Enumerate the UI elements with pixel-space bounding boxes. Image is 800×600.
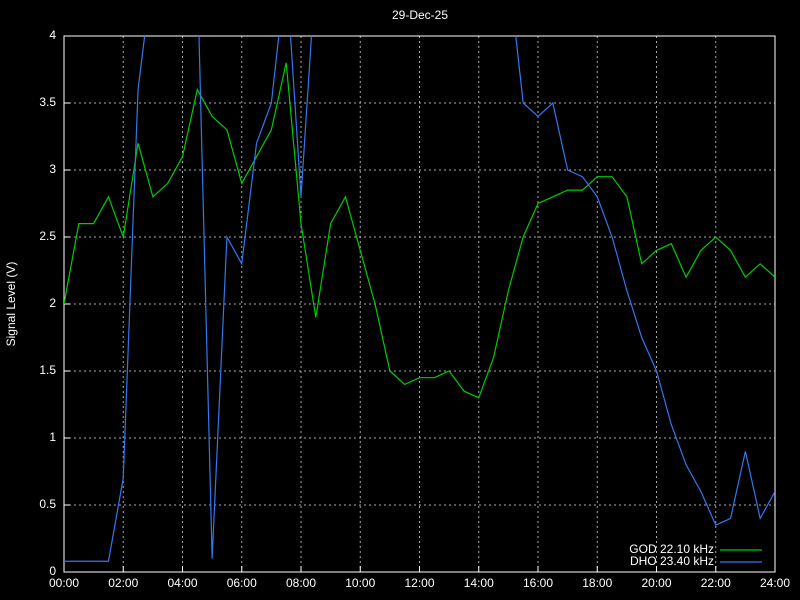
legend-label: DHO 23.40 kHz (630, 554, 714, 568)
y-tick-label: 1 (49, 430, 56, 444)
x-tick-label: 06:00 (227, 576, 257, 590)
y-tick-label: 3 (49, 162, 56, 176)
x-tick-label: 24:00 (760, 576, 790, 590)
x-tick-label: 22:00 (701, 576, 731, 590)
x-tick-label: 08:00 (286, 576, 316, 590)
plot-frame (63, 35, 776, 573)
x-tick-label: 00:00 (49, 576, 79, 590)
y-tick-label: 2.5 (39, 229, 56, 243)
chart-title: 29-Dec-25 (392, 8, 448, 22)
y-tick-label: 3.5 (39, 95, 56, 109)
data-line (64, 36, 775, 562)
x-tick-label: 02:00 (108, 576, 138, 590)
x-tick-label: 16:00 (523, 576, 553, 590)
x-tick-label: 18:00 (582, 576, 612, 590)
y-tick-label: 2 (49, 296, 56, 310)
legend-label: GOD 22.10 kHz (629, 542, 714, 556)
x-tick-label: 12:00 (404, 576, 434, 590)
x-tick-label: 14:00 (464, 576, 494, 590)
data-line (64, 62, 775, 399)
y-axis-label: Signal Level (V) (4, 262, 18, 347)
y-tick-label: 0 (49, 564, 56, 578)
y-tick-label: 4 (49, 28, 56, 42)
x-tick-label: 20:00 (641, 576, 671, 590)
y-tick-label: 1.5 (39, 363, 56, 377)
x-tick-label: 10:00 (345, 576, 375, 590)
y-tick-label: 0.5 (39, 497, 56, 511)
x-tick-label: 04:00 (167, 576, 197, 590)
plot-area (64, 36, 775, 562)
